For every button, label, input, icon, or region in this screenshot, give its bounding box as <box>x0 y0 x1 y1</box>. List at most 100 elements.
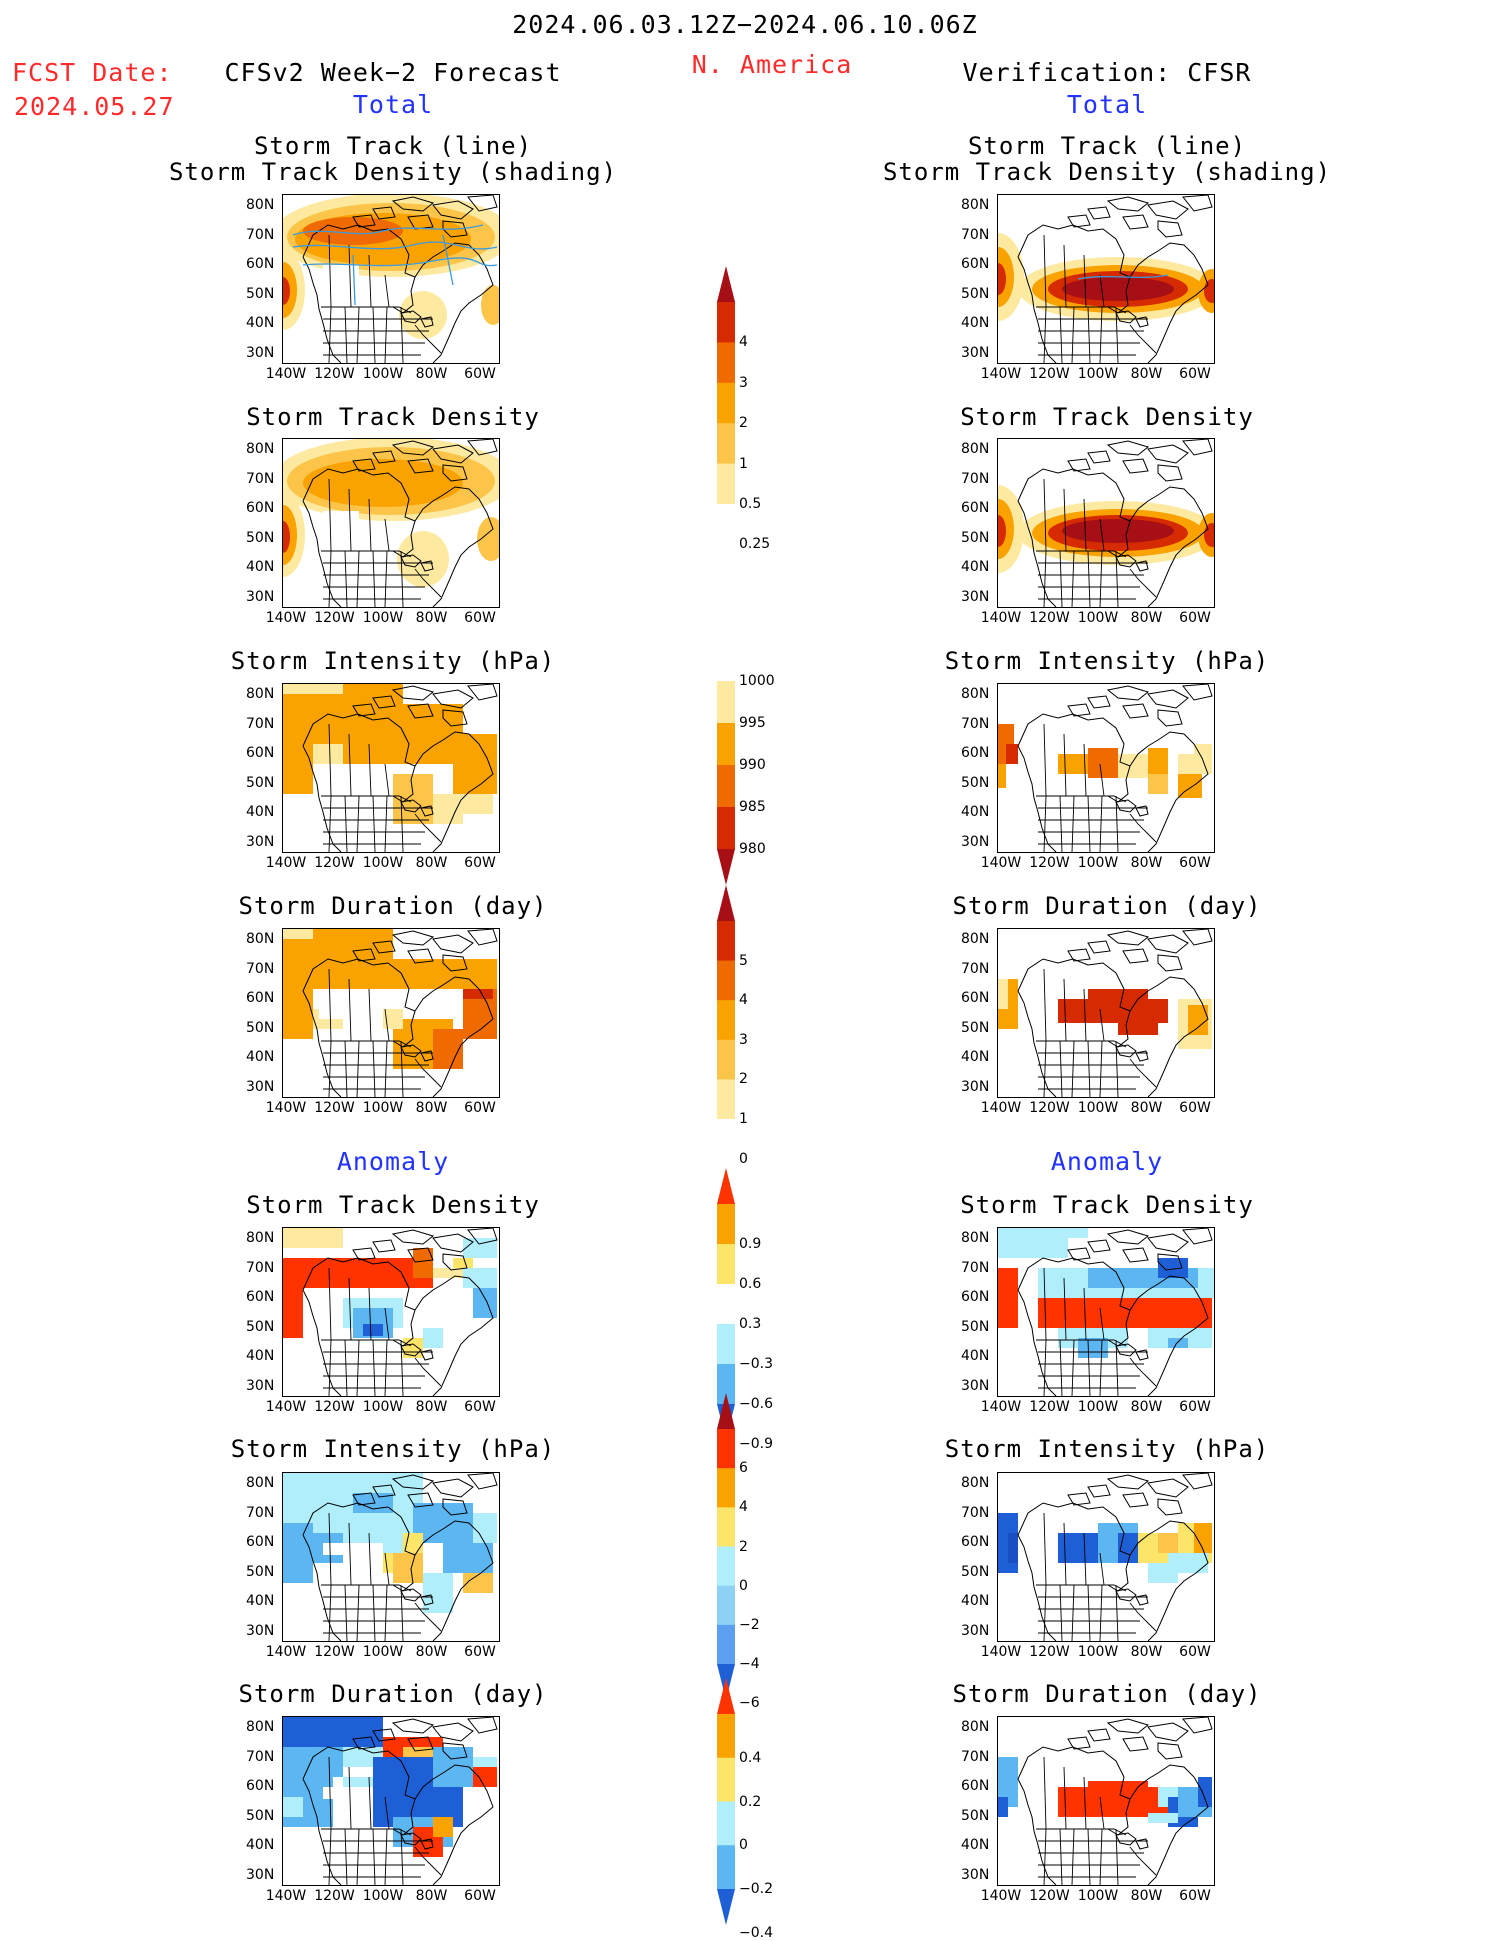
right-anom-duration-title: Storm Duration (day) <box>952 1680 1262 1708</box>
map-panel-lad <box>282 1227 500 1397</box>
colorbar-label: 4 <box>739 992 748 1009</box>
longitude-label: 100W <box>362 855 404 871</box>
colorbar-label: 2 <box>739 415 748 432</box>
latitude-label: 50N <box>961 285 990 302</box>
longitude-label: 120W <box>314 1644 355 1660</box>
north-america-map <box>998 1228 1214 1396</box>
map-panel-rai <box>997 1472 1215 1642</box>
latitude-label: 50N <box>246 1019 275 1036</box>
latitude-label: 40N <box>246 1593 275 1609</box>
forecast-period-title: 2024.06.03.12Z−2024.06.10.06Z <box>512 10 978 39</box>
latitude-label: 30N <box>961 833 990 850</box>
longitude-label: 140W <box>265 366 307 382</box>
longitude-label: 80W <box>415 1100 448 1116</box>
latitude-label: 80N <box>246 197 275 213</box>
latitude-label: 60N <box>246 1778 275 1794</box>
latitude-label: 40N <box>246 1049 275 1065</box>
colorbar-label: −0.4 <box>739 1924 773 1941</box>
longitude-label: 140W <box>265 1888 307 1904</box>
longitude-label: 80W <box>415 1644 448 1660</box>
longitude-label: 140W <box>265 1644 307 1660</box>
left-anomaly-label: Anomaly <box>336 1147 450 1176</box>
longitude-label: 120W <box>314 1888 355 1904</box>
map-panel-lt <box>282 194 500 364</box>
latitude-label: 80N <box>961 686 990 702</box>
latitude-label: 60N <box>961 1778 990 1794</box>
longitude-label: 100W <box>1077 610 1119 626</box>
right-anom-intensity-title: Storm Intensity (hPa) <box>944 1435 1270 1463</box>
map-panel-ld <box>282 438 500 608</box>
colorbar-anom-duration <box>717 1678 735 1925</box>
longitude-label: 100W <box>1077 366 1119 382</box>
latitude-label: 50N <box>246 774 275 791</box>
longitude-label: 60W <box>1179 1100 1211 1116</box>
latitude-label: 70N <box>961 226 990 243</box>
colorbar-label: 0 <box>739 1577 748 1594</box>
colorbar-label: 0.25 <box>739 536 771 553</box>
longitude-label: 80W <box>415 366 448 382</box>
latitude-label: 30N <box>961 1866 990 1883</box>
latitude-label: 30N <box>246 1866 275 1883</box>
colorbar-label: 6 <box>739 1460 748 1477</box>
latitude-label: 80N <box>246 931 275 947</box>
colorbar-anom-intensity <box>717 1393 735 1700</box>
longitude-label: 120W <box>1029 1100 1070 1116</box>
map-panel-ri <box>997 683 1215 853</box>
north-america-map <box>283 1473 498 1641</box>
latitude-label: 80N <box>961 441 990 457</box>
latitude-label: 40N <box>961 559 990 575</box>
latitude-label: 50N <box>246 1807 275 1824</box>
latitude-label: 80N <box>246 1719 275 1735</box>
latitude-label: 60N <box>961 1534 990 1550</box>
colorbar-label: 0.2 <box>739 1793 762 1810</box>
colorbar-label: −0.6 <box>739 1396 773 1412</box>
latitude-label: 50N <box>961 1807 990 1824</box>
colorbar-label: 0.3 <box>739 1316 762 1332</box>
longitude-label: 60W <box>1179 1399 1211 1415</box>
right-duration-title: Storm Duration (day) <box>952 892 1262 920</box>
longitude-label: 60W <box>1179 1644 1211 1660</box>
colorbar-label: 1 <box>739 1111 748 1127</box>
longitude-label: 140W <box>980 366 1022 382</box>
latitude-label: 70N <box>961 470 990 487</box>
right-track-title-line2: Storm Track Density (shading) <box>882 158 1332 186</box>
latitude-label: 60N <box>246 1534 275 1550</box>
latitude-label: 50N <box>961 1019 990 1036</box>
longitude-label: 100W <box>1077 1399 1119 1415</box>
north-america-map <box>998 1473 1213 1641</box>
latitude-label: 80N <box>961 197 990 213</box>
longitude-label: 120W <box>314 1100 355 1116</box>
latitude-label: 80N <box>246 1230 275 1246</box>
latitude-label: 60N <box>246 256 275 272</box>
map-panel-ldu <box>282 928 500 1098</box>
right-column-title: Verification: CFSR <box>962 58 1252 87</box>
longitude-label: 60W <box>1179 1888 1211 1904</box>
longitude-label: 80W <box>1130 1888 1163 1904</box>
colorbar-label: 5 <box>739 952 748 969</box>
left-anom-intensity-title: Storm Intensity (hPa) <box>230 1435 556 1463</box>
right-total-label: Total <box>1066 90 1148 119</box>
latitude-label: 80N <box>961 1719 990 1735</box>
colorbar-label: 3 <box>739 1031 748 1048</box>
longitude-label: 140W <box>265 1100 307 1116</box>
longitude-label: 100W <box>362 1644 404 1660</box>
map-panel-lai <box>282 1472 500 1642</box>
fcst-date-value: 2024.05.27 <box>14 92 175 121</box>
latitude-label: 40N <box>961 315 990 331</box>
latitude-label: 80N <box>961 931 990 947</box>
map-panel-li <box>282 683 500 853</box>
longitude-label: 80W <box>1130 1399 1163 1415</box>
latitude-label: 70N <box>961 1259 990 1276</box>
latitude-label: 70N <box>246 1748 275 1765</box>
longitude-label: 120W <box>1029 366 1070 382</box>
fcst-date-label: FCST Date: <box>12 58 173 87</box>
longitude-label: 140W <box>980 1399 1022 1415</box>
longitude-label: 60W <box>1179 855 1211 871</box>
left-total-label: Total <box>352 90 434 119</box>
latitude-label: 30N <box>246 1622 275 1639</box>
latitude-label: 30N <box>246 1078 275 1095</box>
longitude-label: 80W <box>415 1888 448 1904</box>
latitude-label: 60N <box>961 745 990 761</box>
latitude-label: 50N <box>246 1318 275 1335</box>
colorbar-anom-density <box>717 1168 735 1440</box>
